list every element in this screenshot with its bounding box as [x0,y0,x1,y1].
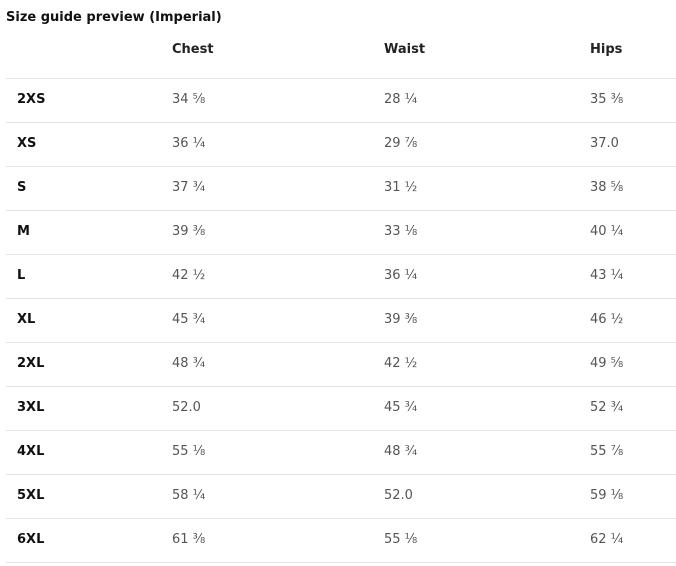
title: Size guide preview (Imperial) [6,10,222,25]
measurement: 39 ⅜ [172,224,206,239]
measurement: 34 ⅝ [172,92,206,107]
row-divider [6,474,676,475]
measurement: 28 ¼ [384,92,418,107]
measurement: 31 ½ [384,180,418,195]
row-divider [6,122,676,123]
row-divider [6,254,676,255]
size-label: 3XL [17,400,45,415]
measurement: 33 ⅛ [384,224,418,239]
row-divider [6,386,676,387]
measurement: 55 ⅛ [172,444,206,459]
measurement: 48 ¾ [172,356,206,371]
size-label: M [17,224,30,239]
measurement: 43 ¼ [590,268,624,283]
measurement: 52 ¾ [590,400,624,415]
size-label: 2XL [17,356,45,371]
measurement: 40 ¼ [590,224,624,239]
measurement: 61 ⅜ [172,532,206,547]
size-label: XS [17,136,37,151]
row-divider [6,166,676,167]
measurement: 36 ¼ [172,136,206,151]
size-label: XL [17,312,36,327]
measurement: 48 ¾ [384,444,418,459]
size-label: S [17,180,27,195]
size-label: L [17,268,26,283]
measurement: 45 ¾ [384,400,418,415]
measurement: 37.0 [590,136,619,151]
row-divider [6,430,676,431]
column-header: Hips [590,42,623,57]
size-label: 4XL [17,444,45,459]
size-label: 5XL [17,488,45,503]
measurement: 55 ⅛ [384,532,418,547]
row-divider [6,342,676,343]
measurement: 36 ¼ [384,268,418,283]
measurement: 37 ¾ [172,180,206,195]
row-divider [6,562,676,563]
row-divider [6,78,676,79]
measurement: 55 ⅞ [590,444,624,459]
size-label: 2XS [17,92,46,107]
size-label: 6XL [17,532,45,547]
measurement: 45 ¾ [172,312,206,327]
measurement: 52.0 [384,488,413,503]
column-header: Chest [172,42,214,57]
measurement: 52.0 [172,400,201,415]
measurement: 29 ⅞ [384,136,418,151]
measurement: 58 ¼ [172,488,206,503]
measurement: 38 ⅝ [590,180,624,195]
measurement: 49 ⅝ [590,356,624,371]
measurement: 39 ⅜ [384,312,418,327]
measurement: 35 ⅜ [590,92,624,107]
column-header: Waist [384,42,426,57]
row-divider [6,298,676,299]
row-divider [6,210,676,211]
measurement: 62 ¼ [590,532,624,547]
measurement: 59 ⅛ [590,488,624,503]
row-divider [6,518,676,519]
measurement: 42 ½ [172,268,206,283]
measurement: 42 ½ [384,356,418,371]
measurement: 46 ½ [590,312,624,327]
